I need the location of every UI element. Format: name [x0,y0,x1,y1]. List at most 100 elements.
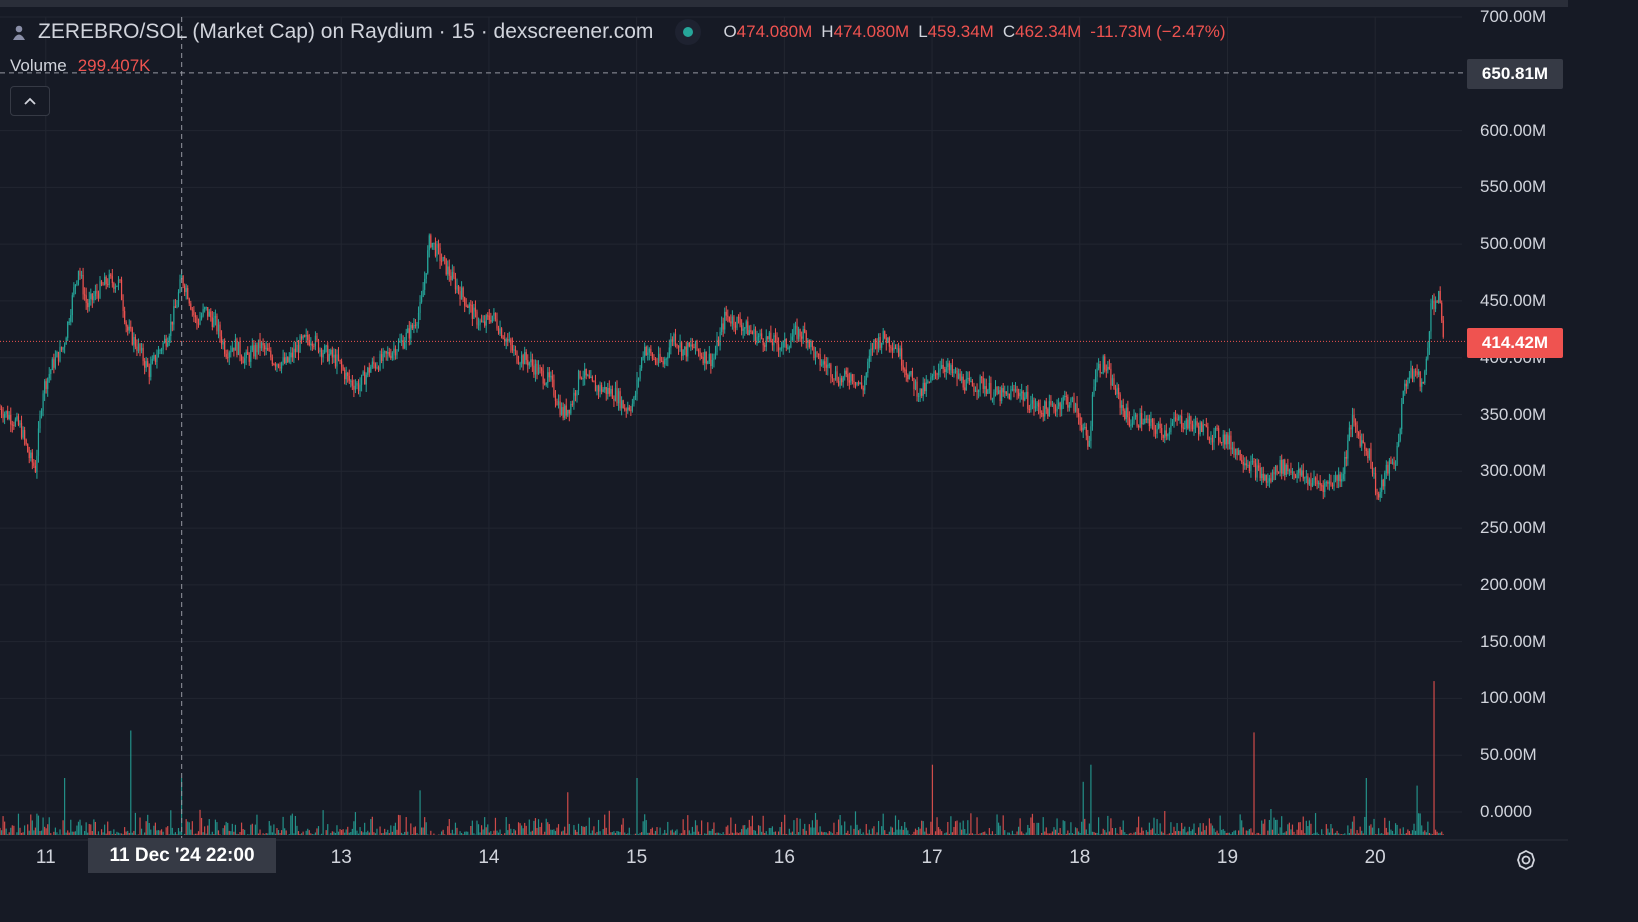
candle-body [601,385,603,392]
volume-bar [1339,834,1341,835]
candle-body [457,285,460,292]
candle-body [1179,416,1181,418]
candle-body [985,386,987,394]
candle-body [239,341,241,357]
volume-bar [331,831,333,835]
volume-bar [953,826,955,835]
volume-bar [1353,816,1355,835]
volume-bar [1162,832,1164,835]
volume-bar [334,833,337,835]
candle-body [1190,416,1192,425]
volume-bar [1138,816,1140,835]
candle-body [716,339,718,353]
candle-body [1108,366,1110,369]
candle-body [36,455,38,472]
candle-body [164,338,166,343]
volume-bar [821,831,823,835]
volume-bar [744,825,746,835]
candle-body [1308,479,1310,485]
volume-bar [564,826,566,835]
volume-bar [567,792,569,835]
candle-body [251,345,253,351]
candle-body [1036,402,1038,407]
candle-body [714,352,717,359]
volume-bar [1411,830,1414,835]
candle-body [1017,392,1020,397]
candle-body [319,349,321,353]
volume-bar [693,831,695,835]
price-tick-label: 550.00M [1480,177,1547,197]
volume-bar [507,830,509,835]
candle-body [454,277,457,290]
candle-body [1316,480,1318,485]
candle-body [1030,403,1032,411]
last-price-tag: 414.42M [1467,328,1563,358]
candle-body [602,389,604,392]
volume-bar [368,832,370,835]
time-tick-label: 20 [1364,847,1386,868]
candle-body [1073,397,1075,412]
volume-bar [985,833,987,835]
chart-legend: ZEREBRO/SOL (Market Cap) on Raydium · 15… [10,19,1226,45]
volume-bar [488,832,490,835]
volume-bar [305,830,307,835]
volume-bar [1071,833,1074,835]
candle-body [499,328,501,334]
volume-bar [193,834,195,835]
volume-bar [514,830,517,835]
candle-body [33,462,35,466]
volume-bar [721,834,723,835]
candle-body [650,348,652,354]
candle-body [1047,408,1049,417]
volume-bar [1436,831,1438,835]
candle-body [148,366,150,377]
candle-body [165,338,167,347]
candle-body [1111,378,1114,386]
volume-bar [811,820,814,835]
candle-body [364,371,366,385]
volume-bar [907,830,909,835]
settings-gear-button[interactable] [1512,846,1540,874]
candle-body [474,307,477,312]
volume-bar [845,832,847,835]
volume-bar [354,812,357,835]
candle-body [1381,479,1383,492]
price-axis[interactable]: 700.00M600.00M550.00M500.00M450.00M400.0… [1470,0,1568,840]
volume-bar [493,830,495,835]
candle-body [207,307,209,317]
time-axis[interactable]: 11 13 14 15 16 17 18 19 20 [0,840,1568,883]
volume-bar [185,819,187,835]
candle-body [342,366,344,370]
volume-bar [119,833,121,835]
candle-body [931,376,934,378]
collapse-legend-button[interactable] [10,86,50,116]
volume-bar [1333,833,1335,835]
candle-body [781,347,783,349]
volume-bar [1008,832,1010,835]
volume-bar [125,831,127,835]
candle-body [1110,368,1112,386]
volume-bar [988,828,990,835]
volume-bar [1204,830,1206,835]
volume-bar [62,820,64,835]
live-status-indicator[interactable] [675,19,702,45]
candle-body [704,351,706,364]
volume-bar [173,833,175,835]
candle-body [797,329,800,339]
candle-body [622,400,624,409]
chart-plot[interactable] [0,0,1568,883]
volume-bar [490,831,492,835]
volume-bar [861,833,863,835]
volume-bar [607,834,609,835]
volume-bar [584,826,586,835]
volume-bar [317,826,320,835]
volume-bar [234,824,237,835]
volume-bar [202,832,204,835]
candle-body [45,381,47,389]
candle-body [1379,491,1381,498]
candle-body [653,358,655,360]
volume-bar [160,829,163,835]
candle-body [1354,422,1357,426]
candle-body [70,315,72,322]
volume-bar [1431,834,1434,835]
